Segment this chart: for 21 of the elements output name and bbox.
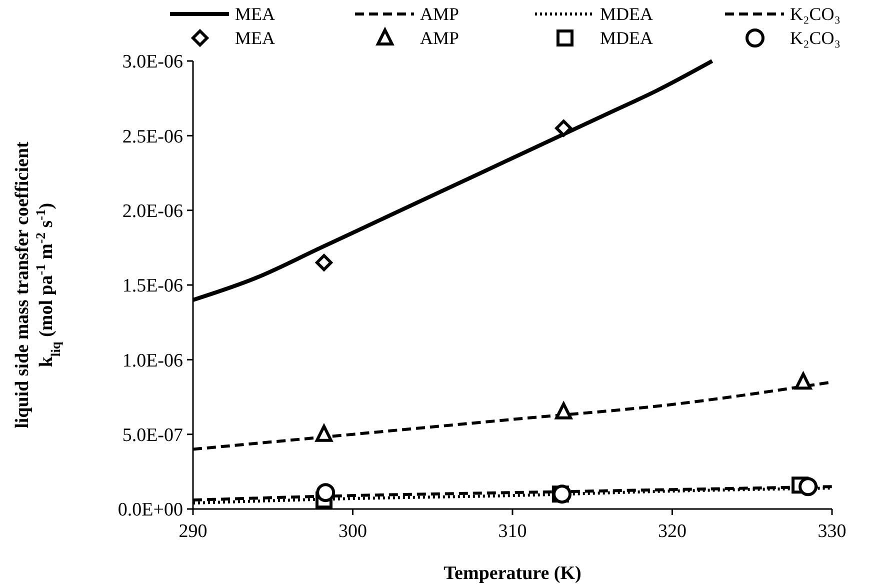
x-axis-title: Temperature (K) bbox=[444, 563, 582, 584]
y-tick-label: 1.0E-06 bbox=[122, 350, 183, 372]
y-tick-label: 2.5E-06 bbox=[122, 126, 183, 148]
x-tick-label: 290 bbox=[178, 521, 208, 542]
legend-label: K₂CO₃ bbox=[790, 4, 841, 24]
y-tick-label: 1.5E-06 bbox=[122, 276, 183, 297]
x-tick-label: 330 bbox=[818, 521, 846, 542]
legend-label: MEA bbox=[235, 28, 275, 48]
x-tick-label: 310 bbox=[498, 521, 527, 542]
legend-label: MDEA bbox=[600, 4, 653, 24]
x-tick-label: 320 bbox=[658, 521, 686, 542]
x-tick-label: 300 bbox=[338, 521, 367, 542]
legend-label: AMP bbox=[420, 4, 460, 24]
y-tick-label: 0.0E+00 bbox=[118, 500, 183, 521]
legend-label: AMP bbox=[420, 28, 460, 48]
legend-label: K₂CO₃ bbox=[790, 28, 841, 48]
legend-label: MEA bbox=[235, 4, 275, 24]
legend-label: MDEA bbox=[600, 28, 653, 48]
y-tick-label: 5.0E-07 bbox=[122, 424, 183, 446]
y-tick-label: 3.0E-06 bbox=[122, 52, 183, 73]
y-tick-label: 2.0E-06 bbox=[122, 200, 183, 222]
